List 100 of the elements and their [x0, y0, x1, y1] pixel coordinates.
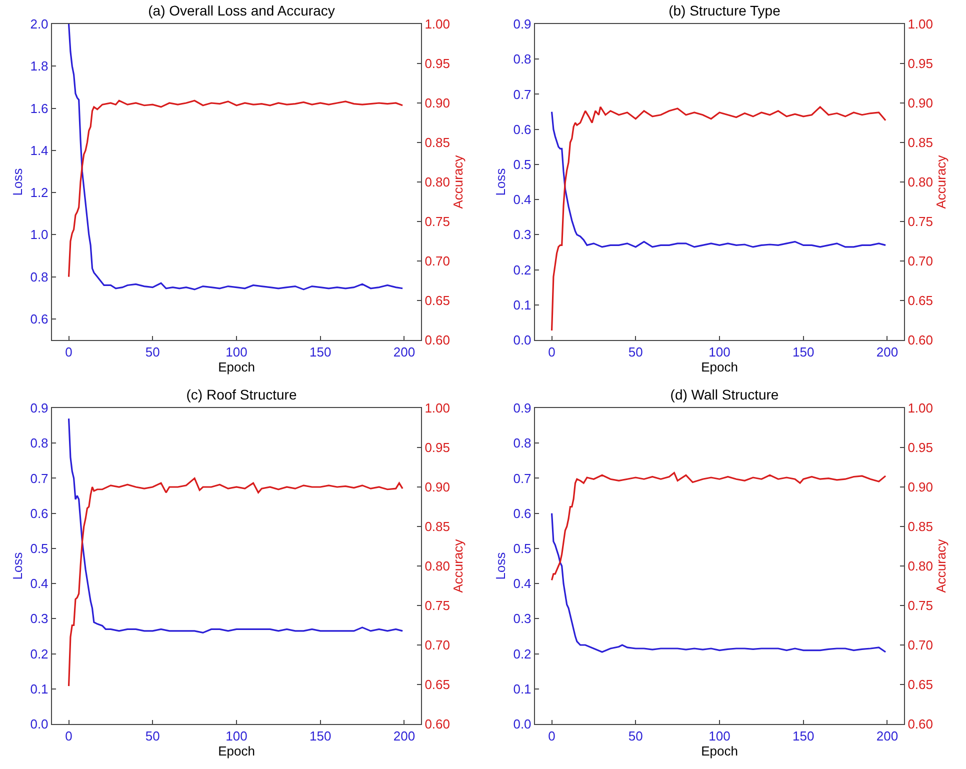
chart-title: (b) Structure Type — [668, 2, 781, 19]
y2-tick-label: 0.60 — [908, 716, 934, 732]
chart-title: (d) Wall Structure — [670, 386, 779, 403]
y-tick-label: 0.9 — [513, 400, 532, 416]
y2-tick-label: 0.85 — [908, 135, 934, 150]
y2-tick-label: 0.85 — [424, 519, 450, 534]
y2-tick-label: 1.00 — [908, 16, 934, 32]
line-series — [68, 478, 404, 687]
y2-tick-label: 1.00 — [908, 400, 934, 416]
x-tick-label: 150 — [310, 344, 332, 360]
y2-tick-label: 0.80 — [908, 558, 934, 574]
y-tick-label: 0.4 — [513, 192, 532, 208]
y-tick-label: 0.8 — [30, 436, 48, 451]
y-axis-title: Loss — [493, 552, 508, 580]
y-tick-label: 0.1 — [30, 681, 48, 696]
x-axis-title: Epoch — [218, 744, 255, 759]
y-tick-label: 0.5 — [513, 156, 532, 172]
y-tick-label: 0.0 — [30, 716, 48, 732]
y-tick-label: 0.6 — [30, 506, 48, 521]
y-tick-label: 0.8 — [513, 52, 532, 67]
y2-tick-label: 0.65 — [908, 293, 934, 308]
y2-tick-label: 0.70 — [908, 254, 934, 269]
y2-tick-label: 0.80 — [908, 174, 934, 190]
y-tick-label: 0.9 — [513, 16, 532, 32]
x-tick-label: 150 — [792, 344, 814, 360]
x-tick-label: 0 — [65, 728, 72, 744]
chart-title: (a) Overall Loss and Accuracy — [148, 2, 335, 19]
y2-axis-title: Accuracy — [450, 154, 466, 209]
y2-tick-label: 0.75 — [424, 214, 450, 230]
x-tick-label: 200 — [876, 344, 898, 360]
x-axis-title: Epoch — [701, 360, 738, 375]
y-tick-label: 0.3 — [513, 611, 532, 626]
x-tick-label: 200 — [876, 728, 898, 744]
y2-tick-label: 0.95 — [908, 440, 934, 456]
y-tick-label: 1.0 — [30, 227, 48, 242]
y2-tick-label: 0.80 — [424, 174, 450, 190]
y2-tick-label: 0.70 — [424, 638, 450, 653]
y-tick-label: 0.8 — [513, 436, 532, 451]
y-tick-label: 0.4 — [30, 576, 48, 592]
y2-tick-label: 0.90 — [908, 96, 934, 111]
y2-tick-label: 0.75 — [424, 598, 450, 614]
x-axis-title: Epoch — [701, 744, 738, 759]
y-tick-label: 0.7 — [513, 86, 532, 102]
y-tick-label: 0.6 — [30, 311, 48, 326]
y2-tick-label: 1.00 — [424, 16, 450, 32]
y2-tick-label: 0.60 — [908, 332, 934, 348]
line-series — [68, 24, 404, 290]
y-tick-label: 0.5 — [513, 540, 532, 556]
y2-tick-label: 0.65 — [908, 677, 934, 692]
y2-axis-title: Accuracy — [450, 538, 466, 593]
y-tick-label: 0.6 — [513, 506, 532, 521]
y-tick-label: 1.8 — [30, 58, 48, 74]
line-series — [550, 472, 886, 582]
x-tick-label: 150 — [792, 728, 814, 744]
y-tick-label: 1.6 — [30, 100, 48, 116]
y2-tick-label: 0.90 — [424, 96, 450, 111]
y-tick-label: 0.2 — [513, 262, 532, 278]
y-tick-label: 0.6 — [513, 122, 532, 137]
y-tick-label: 0.3 — [30, 611, 48, 626]
y2-axis-title: Accuracy — [934, 538, 949, 593]
line-series — [550, 106, 886, 332]
y2-tick-label: 0.65 — [424, 677, 450, 692]
x-tick-label: 200 — [393, 728, 416, 744]
line-series — [550, 110, 886, 248]
y-tick-label: 0.9 — [30, 400, 48, 416]
y2-tick-label: 0.90 — [908, 480, 934, 495]
y2-tick-label: 0.85 — [424, 135, 450, 150]
y-axis-title: Loss — [10, 552, 26, 580]
x-tick-label: 100 — [708, 344, 730, 360]
x-tick-label: 100 — [226, 728, 248, 744]
y2-axis-title: Accuracy — [934, 154, 949, 209]
y-tick-label: 0.1 — [513, 681, 532, 696]
y2-tick-label: 0.75 — [908, 214, 934, 230]
y2-tick-label: 0.70 — [908, 638, 934, 653]
y-tick-label: 0.7 — [30, 470, 48, 486]
y2-tick-label: 1.00 — [424, 400, 450, 416]
y-tick-label: 0.7 — [513, 470, 532, 486]
y2-tick-label: 0.70 — [424, 254, 450, 269]
x-tick-label: 0 — [548, 728, 556, 744]
x-tick-label: 50 — [628, 728, 643, 744]
y2-tick-label: 0.80 — [424, 558, 450, 574]
y2-tick-label: 0.65 — [424, 293, 450, 308]
x-tick-label: 100 — [708, 728, 730, 744]
y-tick-label: 0.2 — [513, 646, 532, 662]
y2-tick-label: 0.75 — [908, 598, 934, 614]
y-tick-label: 2.0 — [30, 16, 48, 32]
x-tick-label: 0 — [65, 344, 72, 360]
y-tick-label: 0.1 — [513, 297, 532, 312]
y2-tick-label: 0.95 — [424, 56, 450, 72]
x-tick-label: 50 — [628, 344, 643, 360]
y2-tick-label: 0.95 — [424, 440, 450, 456]
x-axis-title: Epoch — [218, 360, 255, 375]
y2-tick-label: 0.60 — [424, 332, 450, 348]
y-tick-label: 0.0 — [513, 716, 532, 732]
x-tick-label: 200 — [393, 344, 416, 360]
y-tick-label: 1.2 — [30, 185, 48, 200]
y-tick-label: 0.5 — [30, 540, 48, 556]
x-tick-label: 0 — [548, 344, 556, 360]
y-axis-title: Loss — [493, 168, 508, 196]
x-tick-label: 150 — [310, 728, 332, 744]
